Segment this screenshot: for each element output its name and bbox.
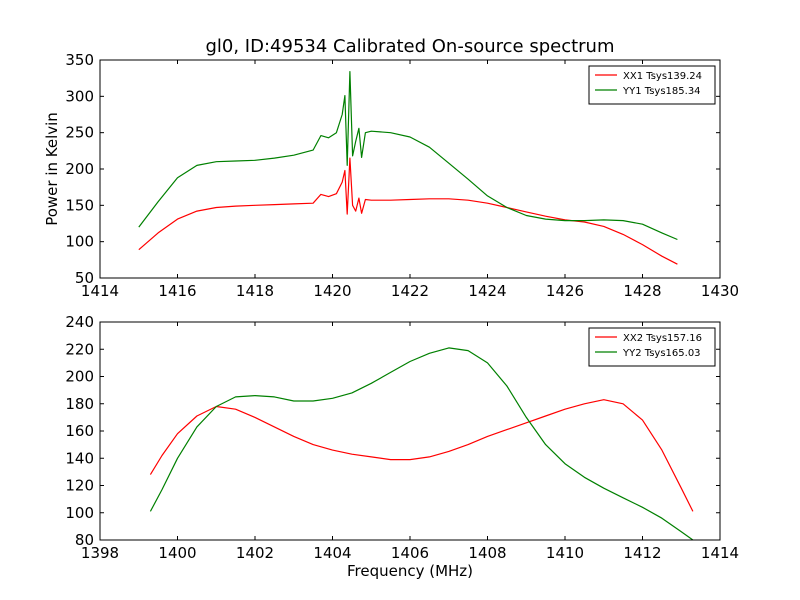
chart-title-top: gl0, ID:49534 Calibrated On-source spect… xyxy=(205,36,614,57)
x-tick-label: 1412 xyxy=(623,544,661,562)
legend-label: XX1 Tsys139.24 xyxy=(623,71,702,82)
x-tick-label: 1420 xyxy=(313,282,351,300)
series-line-yy2 xyxy=(149,347,694,541)
y-tick-label: 160 xyxy=(65,422,94,440)
y-tick-label: 100 xyxy=(65,233,94,251)
x-tick-label: 1422 xyxy=(391,282,429,300)
x-tick-label: 1424 xyxy=(468,282,506,300)
series-line-xx2 xyxy=(149,399,694,512)
ylabel-top: Power in Kelvin xyxy=(43,112,61,226)
y-tick-label: 300 xyxy=(65,87,94,105)
y-tick-label: 120 xyxy=(65,477,94,495)
x-tick-label: 1408 xyxy=(468,544,506,562)
series-line-yy1 xyxy=(138,70,678,241)
y-tick-label: 100 xyxy=(65,504,94,522)
x-tick-label: 1414 xyxy=(701,544,739,562)
xlabel-bottom: Frequency (MHz) xyxy=(347,562,473,580)
x-tick-label: 1418 xyxy=(236,282,274,300)
bottom-panel: 1398 1400 1402 1404 1406 1408 1410 1412 1414 80 10… xyxy=(65,313,739,562)
x-tick-label: 1426 xyxy=(546,282,584,300)
y-tick-label: 250 xyxy=(65,124,94,142)
y-tick-label: 200 xyxy=(65,160,94,178)
legend-label: YY2 Tsys165.03 xyxy=(622,348,701,359)
y-tick-label: 350 xyxy=(65,51,94,69)
y-tick-label: 80 xyxy=(75,531,94,549)
x-tick-label: 1402 xyxy=(236,544,274,562)
legend-label: YY1 Tsys185.34 xyxy=(622,86,701,97)
x-tick-label: 1400 xyxy=(158,544,196,562)
top-panel: 1414 1416 1418 1420 1422 1424 1426 1428 1430 50 10… xyxy=(65,51,739,300)
x-tick-label: 1406 xyxy=(391,544,429,562)
x-tick-label: 1416 xyxy=(158,282,196,300)
y-tick-label: 50 xyxy=(75,269,94,287)
x-tick-label: 1428 xyxy=(623,282,661,300)
y-tick-label: 140 xyxy=(65,449,94,467)
x-tick-label: 1404 xyxy=(313,544,351,562)
y-tick-label: 240 xyxy=(65,313,94,331)
legend: XX2 Tsys157.16 YY2 Tsys165.03 xyxy=(588,327,716,367)
series-line-xx1 xyxy=(138,157,678,265)
y-tick-label: 180 xyxy=(65,395,94,413)
x-tick-label: 1430 xyxy=(701,282,739,300)
x-tick-label: 1398 xyxy=(81,544,119,562)
legend: XX1 Tsys139.24 YY1 Tsys185.34 xyxy=(588,65,716,105)
legend-box xyxy=(588,65,716,105)
y-tick-label: 220 xyxy=(65,340,94,358)
x-tick-label: 1410 xyxy=(546,544,584,562)
legend-box xyxy=(588,327,716,367)
x-tick-label: 1414 xyxy=(81,282,119,300)
y-tick-label: 200 xyxy=(65,368,94,386)
legend-label: XX2 Tsys157.16 xyxy=(623,333,702,344)
y-tick-label: 150 xyxy=(65,196,94,214)
